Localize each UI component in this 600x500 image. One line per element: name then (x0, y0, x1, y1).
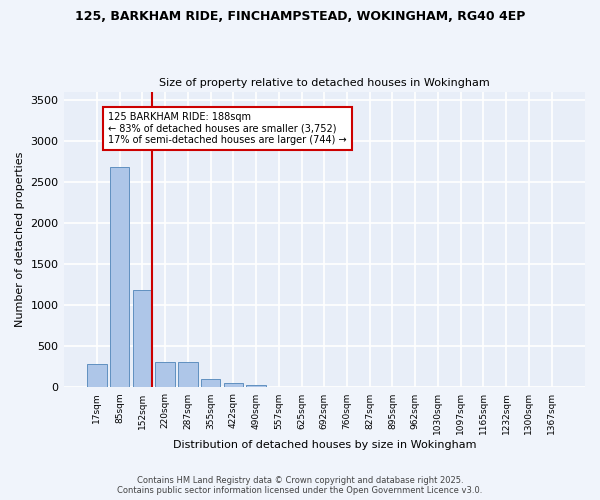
Bar (133, 290, 152, 388)
Text: Contains HM Land Registry data © Crown copyright and database right 2025.
Contai: Contains HM Land Registry data © Crown c… (118, 476, 482, 495)
Bar (110, 167, 130, 388)
Text: 125 BARKHAM RIDE: 188sqm
← 83% of detached houses are smaller (3,752)
17% of sem: 125 BARKHAM RIDE: 188sqm ← 83% of detach… (108, 112, 347, 146)
Bar (247, 384, 266, 388)
Bar (87, 364, 107, 388)
Title: Size of property relative to detached houses in Wokingham: Size of property relative to detached ho… (159, 78, 490, 88)
X-axis label: Distribution of detached houses by size in Wokingham: Distribution of detached houses by size … (173, 440, 476, 450)
Text: 125, BARKHAM RIDE, FINCHAMPSTEAD, WOKINGHAM, RG40 4EP: 125, BARKHAM RIDE, FINCHAMPSTEAD, WOKING… (75, 10, 525, 23)
Y-axis label: Number of detached properties: Number of detached properties (15, 152, 25, 327)
Bar (155, 362, 175, 388)
Bar (201, 379, 220, 388)
Bar (178, 362, 197, 388)
Bar (224, 383, 243, 388)
